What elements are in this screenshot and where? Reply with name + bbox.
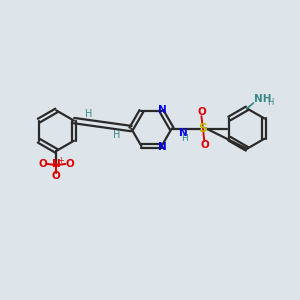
Text: H: H bbox=[267, 98, 273, 107]
Text: +: + bbox=[57, 156, 64, 165]
Text: H: H bbox=[113, 130, 121, 140]
Text: N: N bbox=[158, 105, 167, 115]
Text: O: O bbox=[66, 159, 74, 169]
Text: N: N bbox=[158, 142, 167, 152]
Text: NH: NH bbox=[254, 94, 271, 104]
Text: O: O bbox=[197, 107, 206, 117]
Text: N: N bbox=[178, 128, 188, 138]
Text: S: S bbox=[198, 122, 207, 135]
Text: O: O bbox=[52, 172, 61, 182]
Text: O: O bbox=[200, 140, 209, 150]
Text: H: H bbox=[182, 134, 188, 142]
Text: H: H bbox=[85, 109, 92, 119]
Text: O: O bbox=[38, 159, 47, 169]
Text: N: N bbox=[52, 159, 61, 169]
